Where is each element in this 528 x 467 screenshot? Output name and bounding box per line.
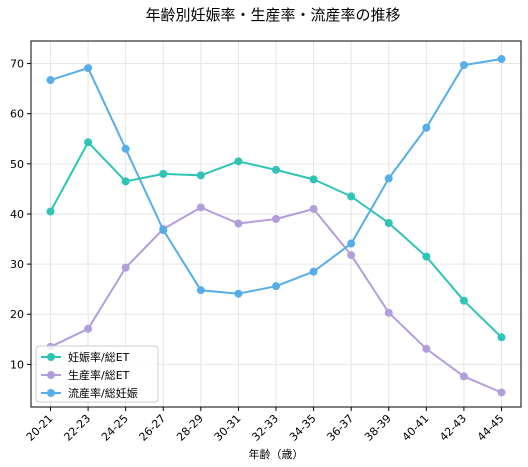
data-point (422, 252, 431, 261)
data-point (196, 171, 205, 180)
data-point (347, 192, 356, 201)
x-axis-label: 年齢（歳） (249, 447, 304, 461)
data-point (347, 239, 356, 248)
data-point (84, 138, 93, 147)
data-point (347, 251, 356, 260)
data-point (46, 76, 55, 85)
y-tick-label: 40 (10, 208, 24, 221)
x-tick-label: 36-37 (324, 412, 356, 444)
x-tick-label: 32-33 (249, 412, 281, 444)
y-tick-label: 30 (10, 258, 24, 271)
legend-label: 生産率/総ET (68, 368, 130, 382)
y-tick-label: 50 (10, 158, 24, 171)
data-point (384, 308, 393, 317)
data-point (159, 226, 168, 235)
x-tick-label: 26-27 (137, 412, 169, 444)
data-point (196, 286, 205, 295)
data-point (497, 388, 506, 397)
series-group (46, 55, 506, 397)
data-point (159, 169, 168, 178)
legend: 妊娠率/総ET 生産率/総ET 流産率/総妊娠 (35, 345, 159, 403)
y-axis: 10 20 30 40 50 60 70 (10, 58, 31, 371)
data-point (497, 333, 506, 342)
x-axis: 20-21 22-23 24-25 26-27 28-29 30-31 32-33 34-35… (24, 407, 507, 444)
data-point (121, 177, 130, 186)
data-point (196, 203, 205, 212)
data-point (384, 218, 393, 227)
data-point (234, 289, 243, 298)
chart-title: 年齢別妊娠率・生産率・流産率の推移 (145, 6, 400, 24)
data-point (84, 324, 93, 333)
x-tick-label: 20-21 (24, 412, 56, 444)
data-point (422, 344, 431, 353)
data-point (234, 157, 243, 166)
data-point (459, 296, 468, 305)
x-tick-label: 42-43 (437, 412, 469, 444)
legend-marker (47, 353, 55, 361)
data-point (459, 372, 468, 381)
legend-label: 流産率/総妊娠 (68, 386, 138, 400)
data-point (84, 64, 93, 73)
legend-marker (47, 371, 55, 379)
legend-box (35, 345, 159, 403)
data-point (422, 123, 431, 132)
y-tick-label: 60 (10, 108, 24, 121)
data-point (234, 219, 243, 228)
x-tick-label: 30-31 (212, 412, 244, 444)
data-point (272, 214, 280, 223)
x-tick-label: 34-35 (287, 412, 319, 444)
legend-marker (47, 389, 55, 397)
data-point (497, 55, 506, 64)
legend-label: 妊娠率/総ET (68, 350, 130, 364)
data-point (309, 175, 318, 184)
x-tick-label: 28-29 (174, 412, 206, 444)
data-point (272, 165, 280, 174)
x-tick-label: 44-45 (475, 412, 507, 444)
data-point (309, 204, 318, 213)
data-point (459, 61, 468, 70)
data-point (309, 267, 318, 276)
data-point (384, 174, 393, 183)
y-tick-label: 10 (10, 358, 24, 371)
x-tick-label: 38-39 (362, 412, 394, 444)
data-point (121, 263, 130, 272)
y-tick-label: 20 (10, 308, 24, 321)
y-tick-label: 70 (10, 58, 24, 71)
data-point (121, 144, 130, 153)
x-tick-label: 22-23 (61, 412, 93, 444)
x-tick-label: 40-41 (400, 412, 432, 444)
data-point (272, 282, 280, 291)
x-tick-label: 24-25 (99, 412, 131, 444)
data-point (46, 207, 55, 216)
